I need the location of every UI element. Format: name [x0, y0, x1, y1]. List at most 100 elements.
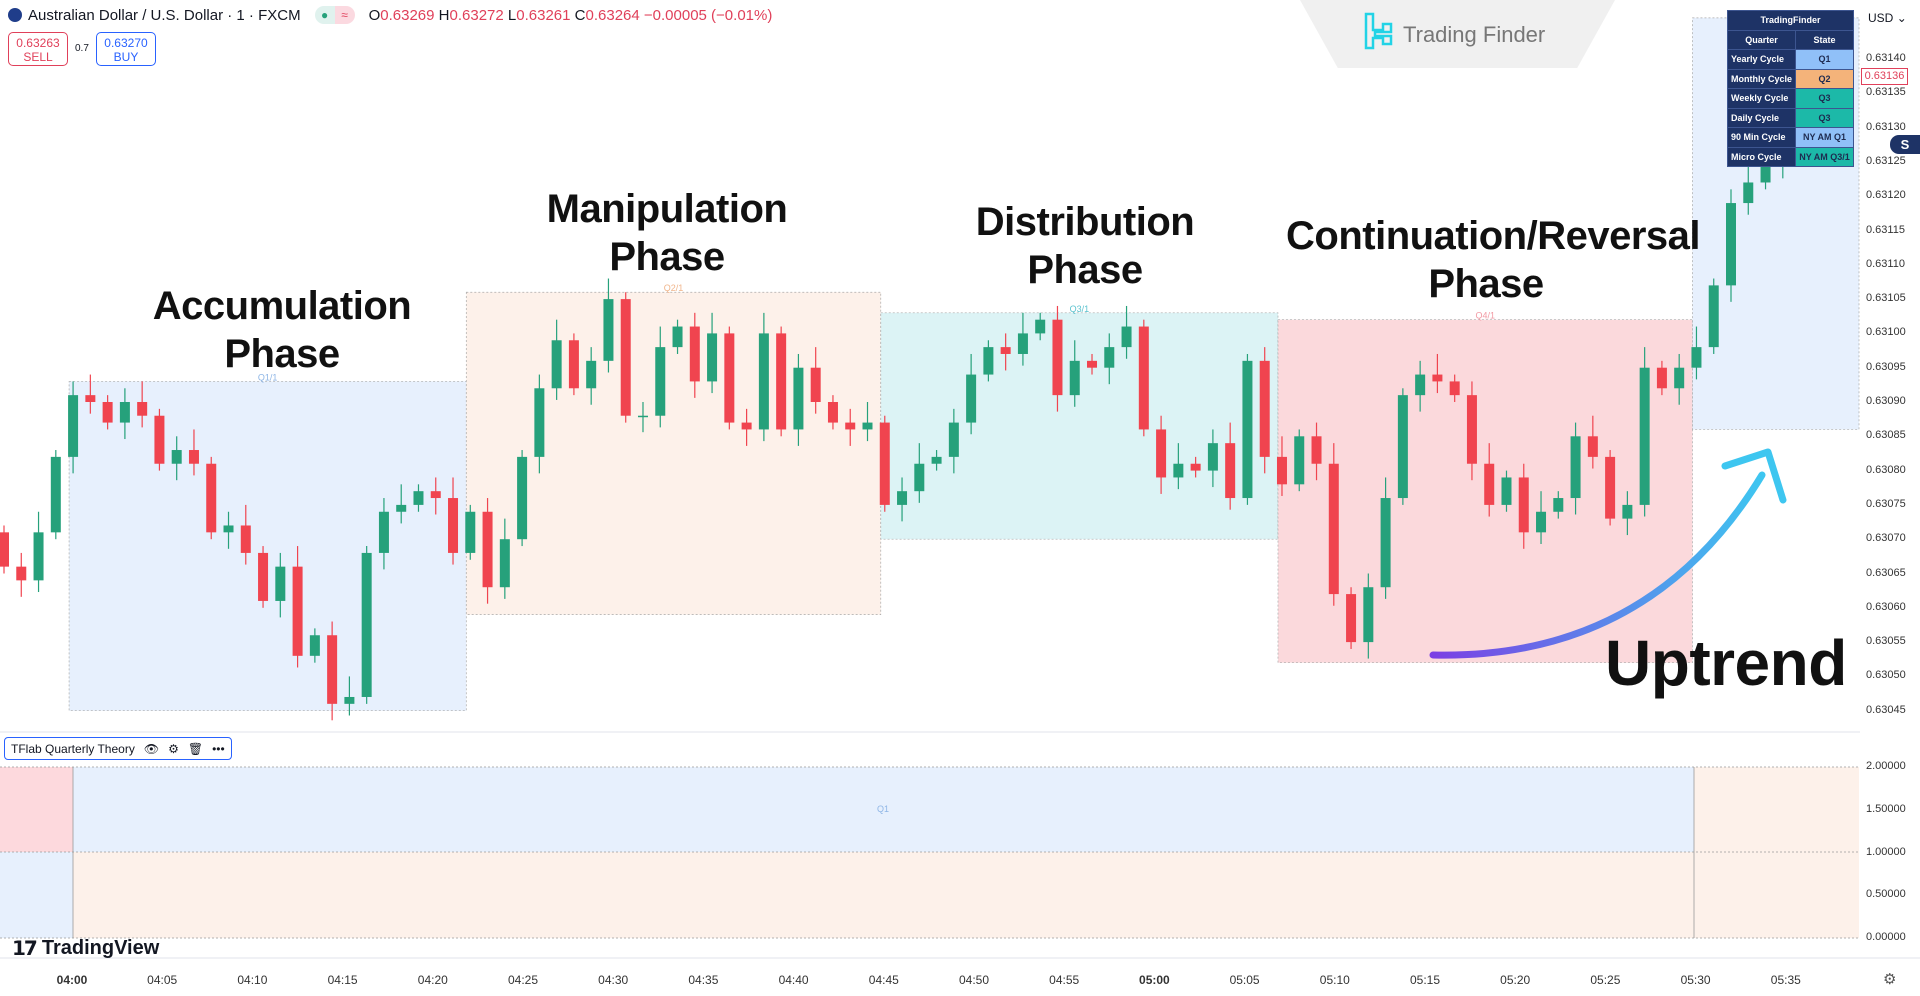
candle-body [1035, 319, 1046, 334]
candle-body [776, 333, 787, 430]
quarter-box-label: Q4/1 [1475, 311, 1495, 321]
price-tick-label: 0.63060 [1866, 600, 1906, 613]
buy-button[interactable]: 0.63270 BUY [96, 32, 156, 66]
candle-body [1743, 182, 1754, 204]
indicator-tick-label: 1.50000 [1866, 802, 1906, 815]
price-tick-label: 0.63085 [1866, 429, 1906, 442]
table-row: Daily Cycle Q3 [1726, 107, 1855, 128]
candle-body [637, 415, 648, 418]
price-tick-label: 0.63080 [1866, 463, 1906, 476]
candle-body [1501, 477, 1512, 505]
candle-body [1173, 463, 1184, 478]
candle-body [292, 566, 303, 656]
flag-icon [8, 8, 22, 22]
trading-finder-logo-icon [1364, 12, 1393, 50]
table-row: Yearly Cycle Q1 [1726, 49, 1855, 70]
candle-body [1656, 367, 1667, 389]
indicator-legend[interactable]: TFlab Quarterly Theory 👁 ⚙ 🗑 ••• [4, 737, 232, 760]
candle-body [845, 422, 856, 430]
candle-body [1587, 436, 1598, 457]
time-tick-label: 04:30 [598, 973, 629, 987]
currency-select[interactable]: USD ⌄ [1868, 11, 1907, 25]
table-row: 90 Min Cycle NY AM Q1 [1726, 127, 1855, 148]
more-icon[interactable]: ••• [212, 741, 225, 756]
candle-body [724, 333, 735, 423]
price-tick-label: 0.63050 [1866, 669, 1906, 682]
candle-body [482, 511, 493, 588]
quarter-box-label: Q3/1 [1070, 304, 1090, 314]
candle-body [188, 450, 199, 464]
spread-value: 0.7 [75, 43, 89, 54]
table-title: TradingFinder [1726, 10, 1855, 31]
candle-body [793, 367, 804, 430]
candle-body [1639, 367, 1650, 505]
candle-body [1017, 333, 1028, 354]
time-tick-label: 05:05 [1229, 973, 1260, 987]
uptrend-label: Uptrend [1605, 627, 1847, 699]
time-tick-label: 04:05 [147, 973, 178, 987]
candle-body [0, 532, 9, 567]
candle-body [655, 347, 666, 416]
candle-body [1397, 395, 1408, 499]
time-tick-label: 05:25 [1590, 973, 1621, 987]
indicator-band [73, 767, 1694, 852]
indicator-band [0, 852, 73, 938]
time-tick-label: 04:20 [417, 973, 448, 987]
candle-body [1346, 594, 1357, 643]
price-tick-label: 0.63075 [1866, 497, 1906, 510]
time-tick-label: 05:30 [1680, 973, 1711, 987]
candle-body [16, 566, 27, 581]
symbol-title[interactable]: Australian Dollar / U.S. Dollar · 1 · FX… [28, 6, 301, 24]
candle-body [1432, 374, 1443, 382]
last-price-label: 0.63136 [1861, 68, 1908, 85]
assistant-button[interactable]: S [1890, 135, 1920, 154]
table-header-state: State [1795, 29, 1855, 50]
price-tick-label: 0.63115 [1866, 223, 1905, 236]
price-tick-label: 0.63130 [1866, 120, 1906, 133]
trash-icon[interactable]: 🗑 [187, 741, 204, 756]
indicator-band [73, 852, 1859, 938]
candle-body [983, 347, 994, 375]
price-tick-label: 0.63090 [1866, 395, 1906, 407]
candle-body [689, 326, 700, 382]
candle-body [1000, 347, 1011, 354]
time-tick-label: 05:35 [1770, 973, 1801, 987]
quarter-box [880, 312, 1279, 540]
time-tick-label: 05:15 [1409, 973, 1441, 987]
candle-body [758, 333, 769, 430]
candle-body [1121, 326, 1132, 348]
candle-body [119, 402, 130, 423]
candle-body [1207, 443, 1218, 471]
candle-body [1311, 436, 1322, 464]
candle-body [1294, 436, 1305, 485]
candle-body [33, 532, 44, 581]
ohlc-values: O0.63269 H0.63272 L0.63261 C0.63264 −0.0… [368, 6, 773, 24]
candle-body [1190, 463, 1201, 471]
candle-body [897, 491, 908, 505]
eye-icon[interactable]: 👁 [143, 741, 160, 756]
quarter-box-label: Q1/1 [258, 372, 278, 382]
candle-body [1363, 587, 1374, 643]
accumulation-phase-label: Accumulation Phase [152, 284, 412, 376]
gear-icon[interactable]: ⚙ [1883, 971, 1897, 988]
candle-body [1622, 504, 1633, 519]
time-tick-label: 04:15 [327, 973, 358, 987]
candle-body [1466, 395, 1477, 464]
sell-button[interactable]: 0.63263 SELL [8, 32, 68, 66]
table-header-quarter: Quarter [1726, 29, 1797, 50]
indicator-name: TFlab Quarterly Theory [11, 741, 135, 756]
price-tick-label: 0.63100 [1866, 326, 1906, 339]
candle-body [1087, 360, 1098, 368]
chevron-down-icon: ⌄ [1896, 11, 1907, 25]
time-tick-label: 05:20 [1500, 973, 1531, 987]
candle-body [258, 552, 269, 601]
trading-finder-watermark: Trading Finder [1300, 0, 1615, 68]
table-row: Micro Cycle NY AM Q3/1 [1726, 146, 1855, 167]
settings-icon[interactable]: ⚙ [168, 741, 179, 756]
candle-body [1570, 436, 1581, 499]
price-tick-label: 0.63140 [1866, 52, 1906, 64]
candle-body [534, 388, 545, 457]
indicator-tick-label: 0.50000 [1866, 888, 1906, 901]
market-status[interactable]: ● ≈ [314, 6, 355, 24]
